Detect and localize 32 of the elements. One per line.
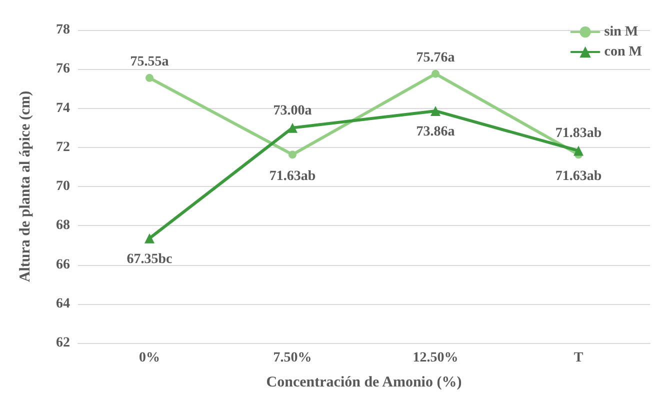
x-axis-title: Concentración de Amonio (%) [266,374,462,390]
data-label: 71.63ab [269,169,316,184]
y-tick-label: 66 [56,257,70,272]
y-tick-label: 68 [56,218,70,234]
y-tick-label: 62 [56,336,70,350]
data-label: 73.00a [273,103,312,118]
x-tick-label: 0% [139,350,160,366]
data-label: 67.35bc [126,252,172,267]
y-tick-label: 78 [56,22,70,38]
data-label: 75.76a [416,50,455,66]
data-label: 73.86a [416,124,455,140]
point [146,74,154,82]
y-tick-label: 70 [56,179,70,194]
data-label: 75.55a [130,54,169,70]
x-tick-label: T [574,350,584,366]
x-tick-label: 7.50% [273,350,312,366]
data-label: 71.83ab [555,126,602,142]
y-tick-label: 76 [56,62,70,77]
point [574,146,584,156]
point [288,150,296,159]
legend-label: con M [604,44,642,60]
data-label: 71.63ab [555,169,602,184]
y-tick-label: 72 [56,140,70,155]
y-tick-label: 74 [56,100,70,116]
x-tick-label: 12.50% [412,350,458,366]
point [430,106,440,116]
y-tick-label: 64 [56,296,70,312]
point [288,122,298,133]
legend-label: sin M [604,24,638,40]
y-axis-title: Altura de planta al ápice (cm) [18,90,34,282]
point [432,70,440,78]
point [144,233,154,244]
